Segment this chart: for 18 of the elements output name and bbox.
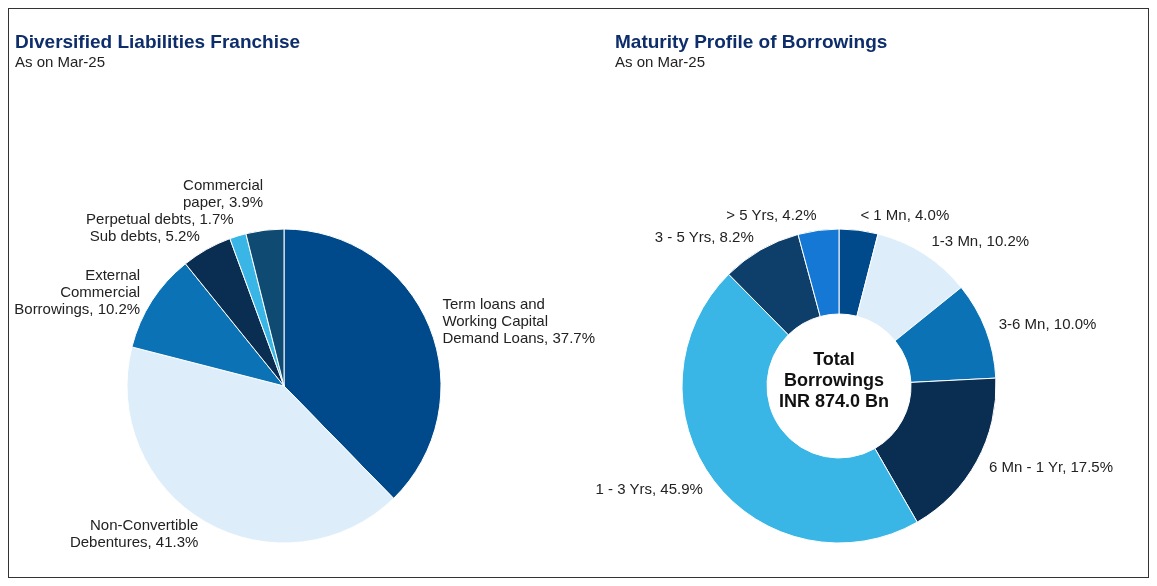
chart-title: Diversified Liabilities Franchise (15, 31, 301, 53)
text: Total Borrowings INR 874.0 Bn (778, 348, 890, 411)
slice-label: Sub debts, 5.2% (89, 227, 200, 245)
slice-label: 1-3 Mn, 10.2% (931, 232, 1030, 250)
slice-label: Commercial paper, 3.9% (183, 176, 264, 211)
slice-label: Non-Convertible Debentures, 41.3% (69, 515, 199, 550)
slice-label: 3 - 5 Yrs, 8.2% (654, 227, 754, 245)
slice-label: Term loans and Working Capital Demand Loans, 37.7% (442, 294, 595, 346)
slice-label: External Commercial Borrowings, 10.2% (14, 266, 141, 318)
slice-label: > 5 Yrs, 4.2% (726, 206, 817, 224)
slice-label: 1 - 3 Yrs, 45.9% (595, 479, 703, 497)
chart-title: Maturity Profile of Borrowings (615, 31, 888, 53)
chart-subtitle: As on Mar-25 (615, 53, 707, 70)
slice-label: 3-6 Mn, 10.0% (998, 315, 1097, 333)
chart-subtitle: As on Mar-25 (15, 53, 107, 70)
slice-label: 6 Mn - 1 Yr, 17.5% (989, 457, 1114, 475)
slice-label: < 1 Mn, 4.0% (860, 206, 950, 224)
slice-label: Perpetual debts, 1.7% (86, 210, 234, 228)
